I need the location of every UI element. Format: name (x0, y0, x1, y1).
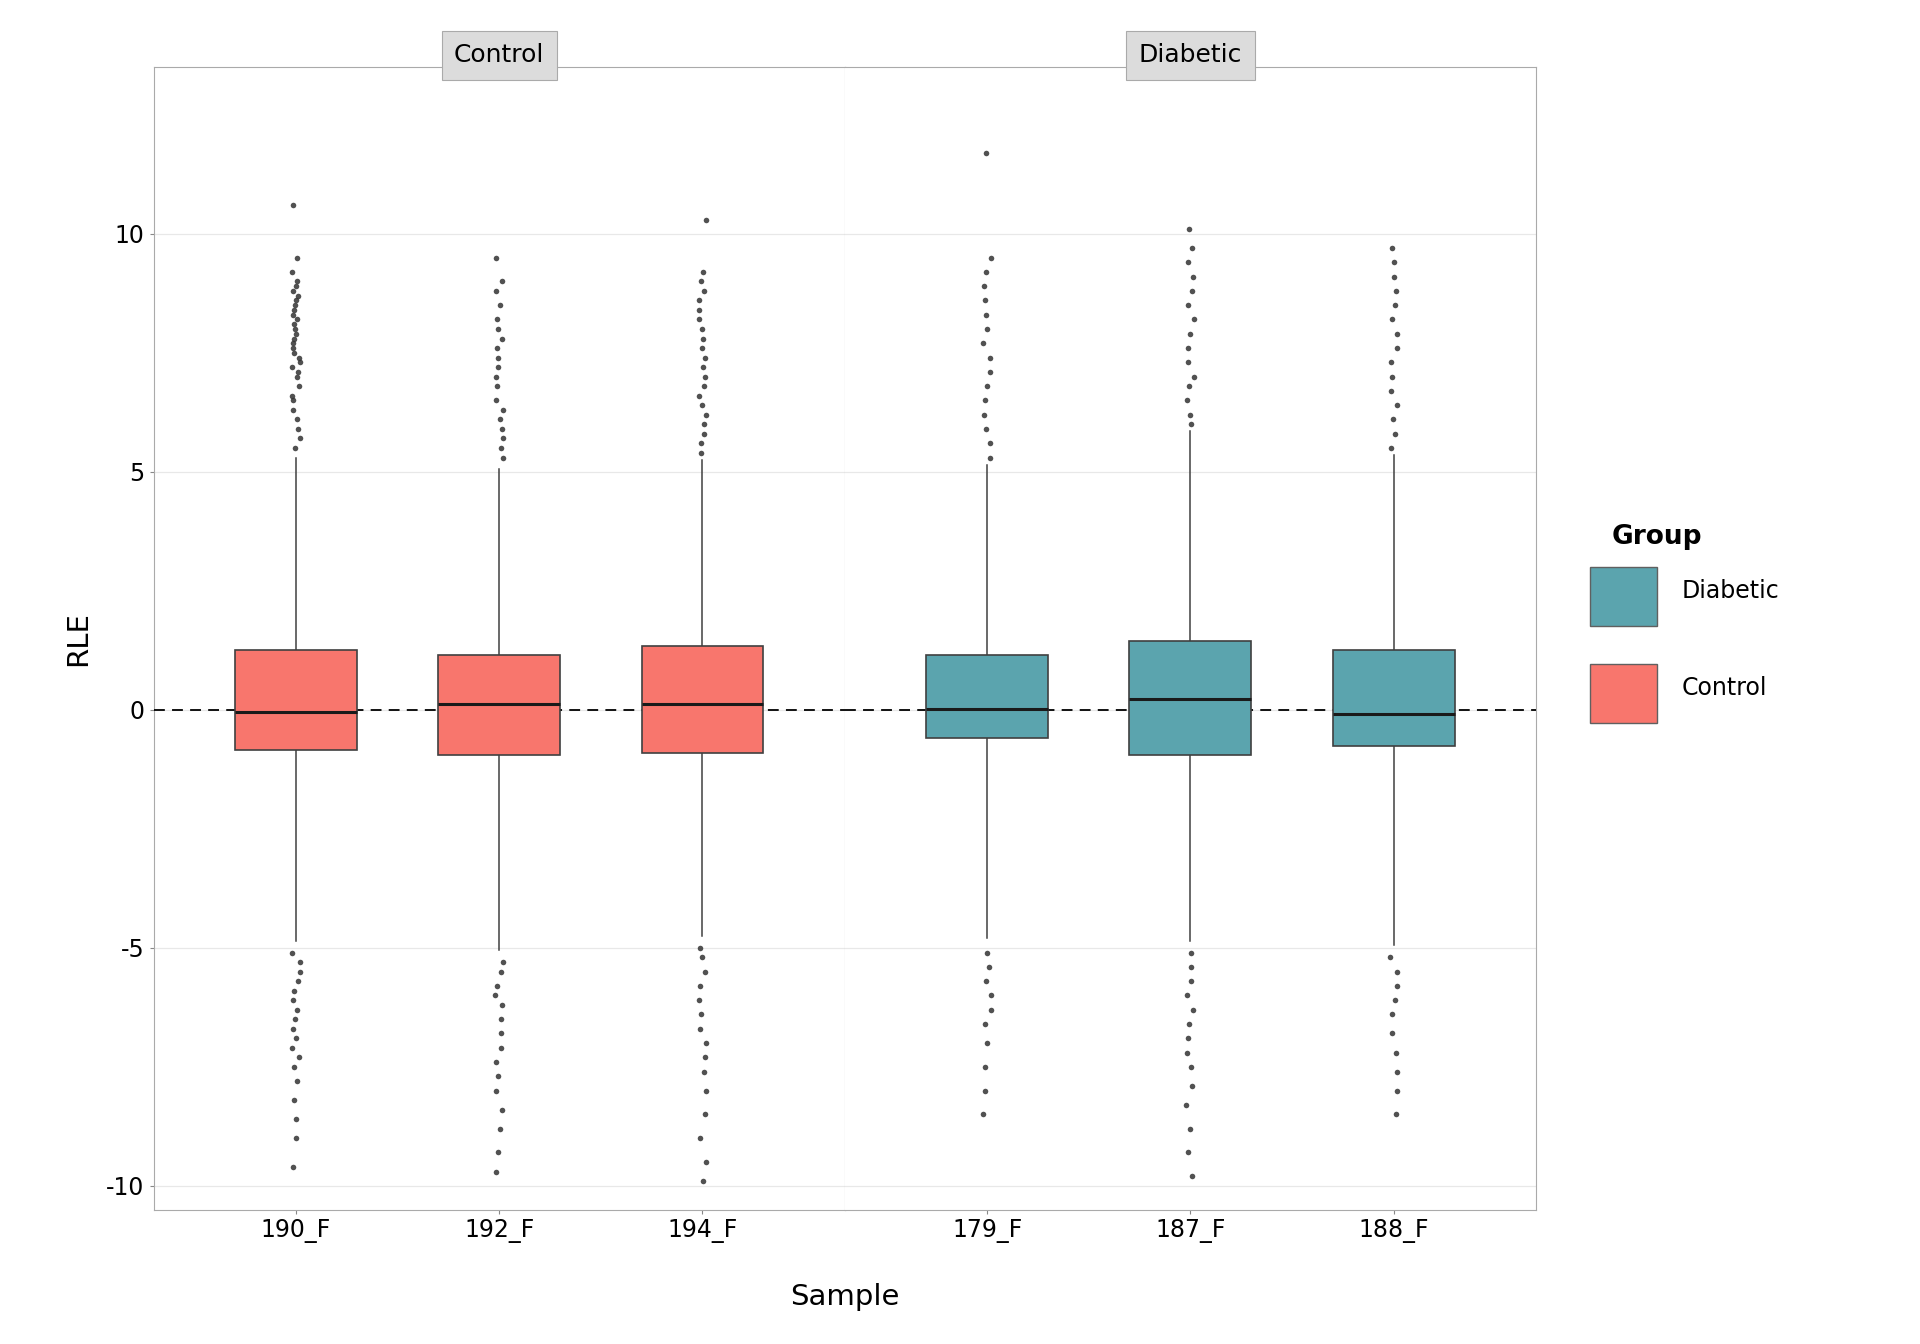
Bar (1332, 650, 1455, 746)
Text: Sample: Sample (791, 1284, 899, 1310)
Text: Group: Group (1611, 524, 1701, 550)
Bar (1590, 664, 1657, 723)
Title: Diabetic: Diabetic (1139, 43, 1242, 67)
Text: Control: Control (1682, 676, 1768, 700)
Bar (234, 650, 357, 750)
Bar (925, 655, 1048, 738)
Y-axis label: RLE: RLE (63, 612, 92, 665)
Title: Control: Control (453, 43, 545, 67)
Bar (1590, 567, 1657, 626)
Text: Diabetic: Diabetic (1682, 579, 1780, 603)
Bar (1129, 641, 1252, 755)
Bar (438, 655, 561, 755)
Bar (641, 645, 764, 753)
